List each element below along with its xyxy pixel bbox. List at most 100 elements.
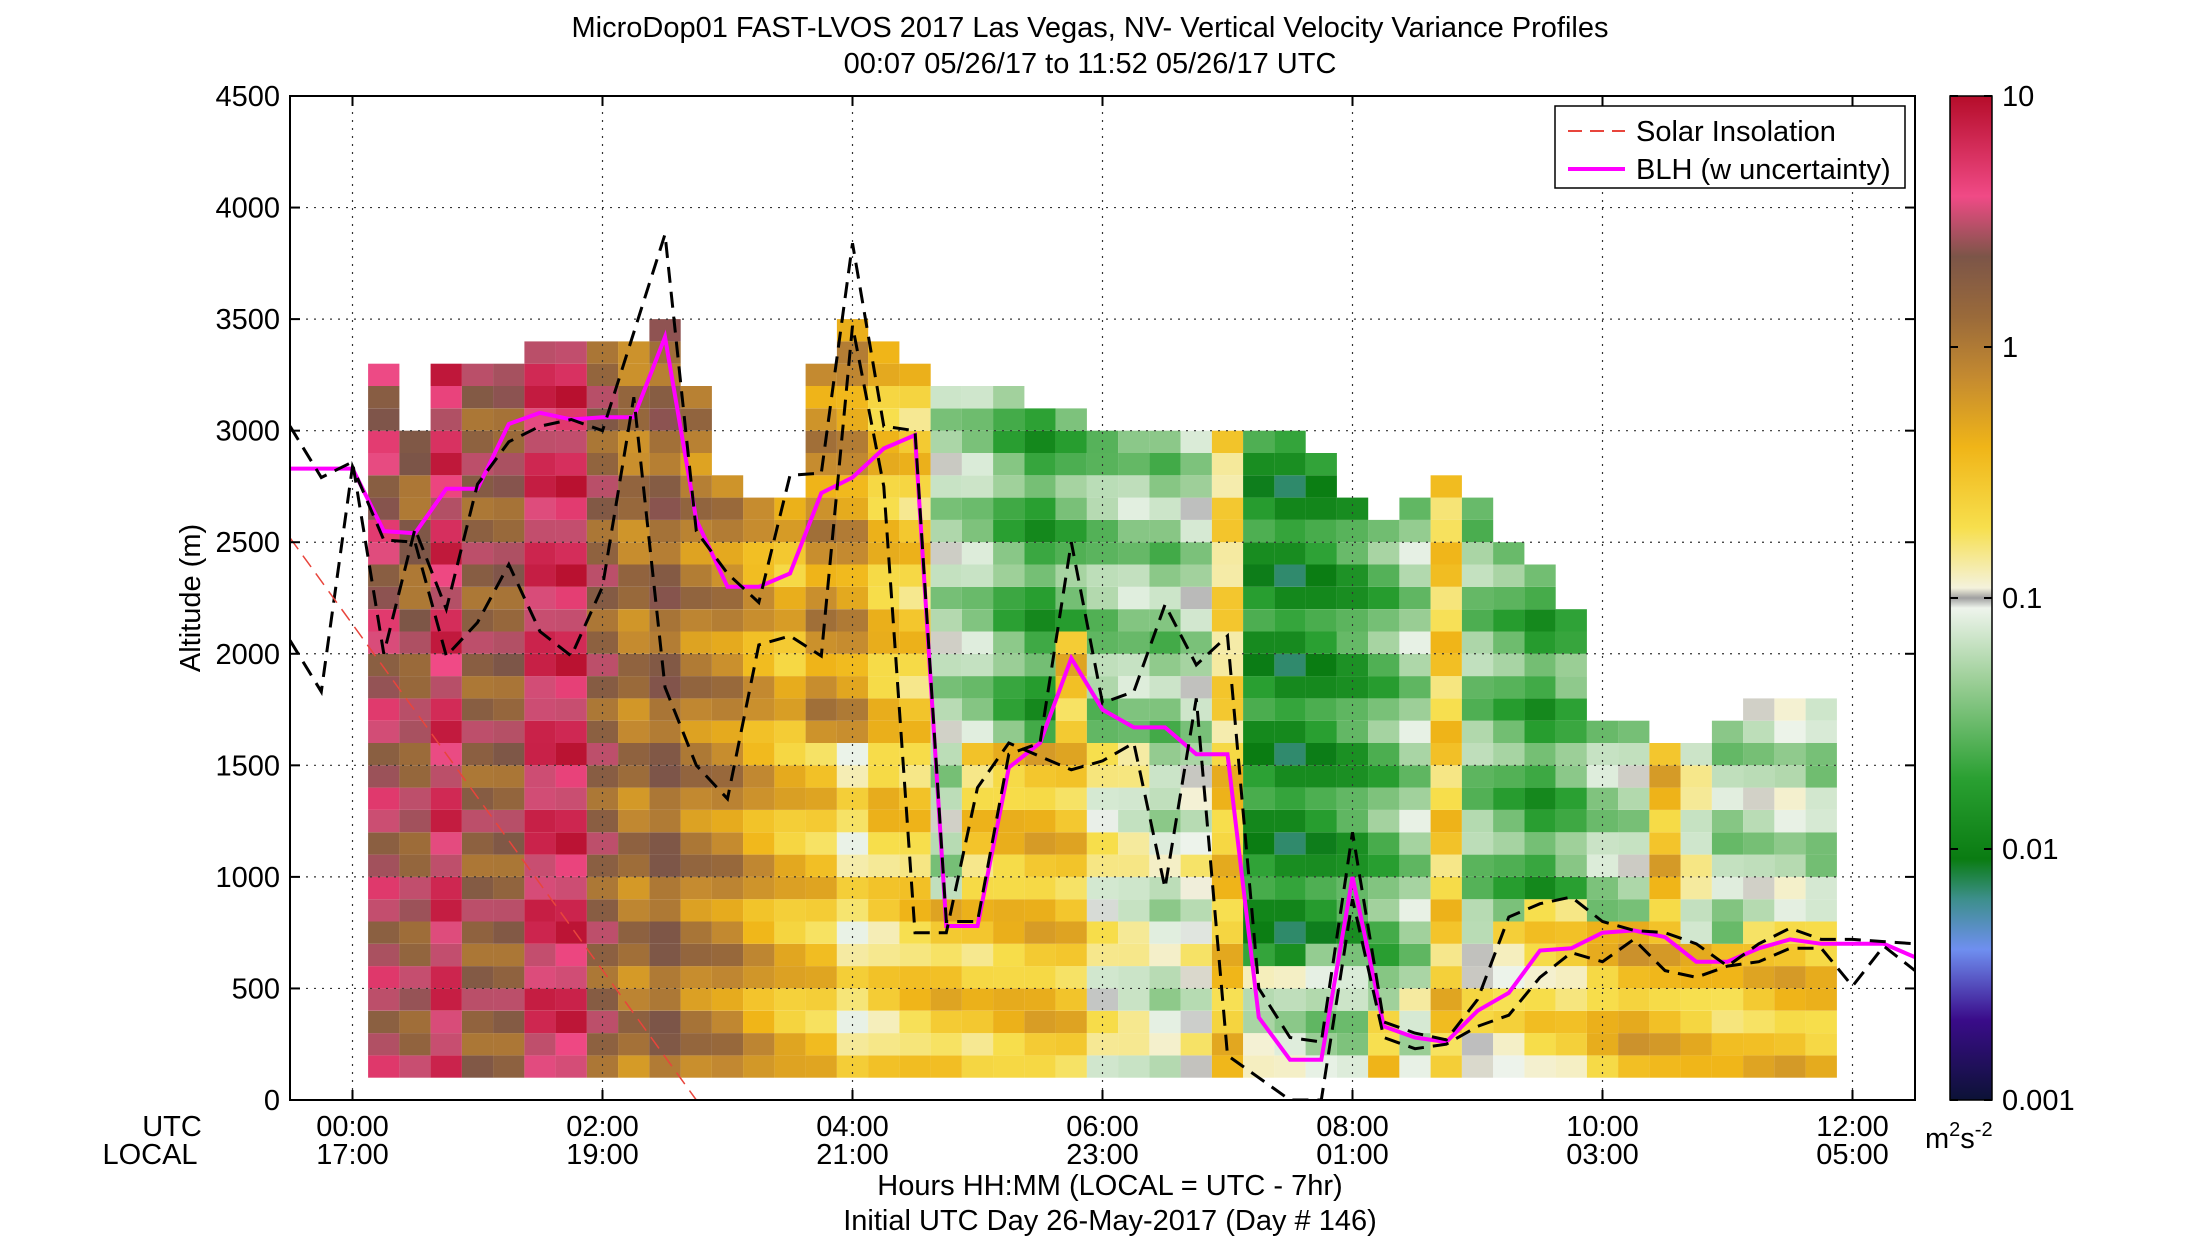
heatmap-cell: [868, 386, 900, 409]
heatmap-cell: [993, 720, 1025, 743]
heatmap-cell: [399, 475, 431, 498]
heatmap-cell: [1461, 966, 1494, 989]
heatmap-cell: [805, 899, 837, 922]
heatmap-cell: [1305, 876, 1337, 900]
heatmap-cell: [743, 943, 775, 967]
heatmap-cell: [930, 408, 962, 431]
heatmap-cell: [1211, 1010, 1244, 1034]
heatmap-cell: [930, 720, 962, 743]
heatmap-cell: [805, 1033, 837, 1056]
heatmap-cell: [1149, 720, 1181, 743]
heatmap-cell: [1211, 497, 1244, 520]
heatmap-cell: [930, 564, 962, 587]
heatmap-cell: [899, 676, 931, 699]
heatmap-cell: [1399, 943, 1431, 967]
heatmap-cell: [524, 876, 556, 900]
heatmap-cell: [774, 519, 806, 543]
heatmap-cell: [1180, 854, 1212, 877]
heatmap-cell: [1118, 698, 1150, 721]
x-tick-label-utc: 12:00: [1816, 1111, 1889, 1143]
heatmap-cell: [1493, 653, 1525, 677]
heatmap-cell: [743, 653, 775, 677]
heatmap-cell: [1680, 765, 1712, 788]
heatmap-cell: [899, 497, 931, 520]
heatmap-cell: [430, 653, 462, 677]
heatmap-cell: [899, 363, 931, 386]
heatmap-cell: [461, 698, 494, 721]
heatmap-cell: [524, 921, 556, 944]
heatmap-cell: [1180, 1033, 1212, 1056]
heatmap-cell: [993, 1055, 1025, 1078]
chart-title: MicroDop01 FAST-LVOS 2017 Las Vegas, NV-…: [572, 12, 1609, 44]
heatmap-cell: [961, 408, 994, 431]
heatmap-cell: [805, 1010, 837, 1034]
heatmap-cell: [1243, 1055, 1275, 1078]
heatmap-cell: [586, 609, 619, 632]
heatmap-cell: [430, 1010, 462, 1034]
heatmap-cell: [680, 408, 712, 431]
heatmap-cell: [1211, 564, 1244, 587]
heatmap-cell: [1055, 876, 1087, 900]
heatmap-cell: [836, 943, 869, 967]
heatmap-cell: [711, 832, 744, 855]
heatmap-cell: [1149, 653, 1181, 677]
heatmap-cell: [711, 1033, 744, 1056]
x-tick-label-utc: 10:00: [1566, 1111, 1639, 1143]
heatmap-cell: [1774, 720, 1806, 743]
heatmap-cell: [399, 854, 431, 877]
heatmap-cell: [586, 676, 619, 699]
heatmap-cell: [1461, 854, 1494, 877]
heatmap-cell: [524, 1010, 556, 1034]
x-tick-label-utc: 00:00: [316, 1111, 389, 1143]
heatmap-cell: [774, 676, 806, 699]
heatmap-cell: [774, 743, 806, 766]
heatmap-cell: [1743, 966, 1775, 989]
heatmap-cell: [993, 564, 1025, 587]
heatmap-cell: [368, 876, 400, 900]
heatmap-cell: [1118, 430, 1150, 453]
heatmap-cell: [1024, 653, 1056, 677]
heatmap-cell: [1180, 519, 1212, 543]
heatmap-cell: [430, 854, 462, 877]
heatmap-cell: [961, 787, 994, 810]
heatmap-cell: [1493, 609, 1525, 632]
heatmap-cell: [1118, 1055, 1150, 1078]
heatmap-cell: [1055, 832, 1087, 855]
heatmap-cell: [555, 386, 587, 409]
heatmap-cell: [993, 408, 1025, 431]
heatmap-cell: [1493, 720, 1525, 743]
heatmap-cell: [1211, 988, 1244, 1011]
heatmap-cell: [680, 586, 712, 610]
heatmap-cell: [461, 631, 494, 654]
heatmap-cell: [711, 988, 744, 1011]
heatmap-cell: [1118, 988, 1150, 1011]
heatmap-cell: [1274, 430, 1306, 453]
heatmap-cell: [1336, 497, 1369, 520]
heatmap-cell: [899, 386, 931, 409]
heatmap-cell: [868, 854, 900, 877]
heatmap-cell: [836, 609, 869, 632]
heatmap-cell: [680, 698, 712, 721]
heatmap-cell: [1305, 720, 1337, 743]
colorbar-tick-label: 1: [2002, 332, 2018, 364]
heatmap-cell: [1493, 743, 1525, 766]
heatmap-cell: [1024, 854, 1056, 877]
heatmap-cell: [774, 810, 806, 833]
heatmap-cell: [1086, 1010, 1119, 1034]
heatmap-cell: [1524, 743, 1556, 766]
heatmap-cell: [1524, 988, 1556, 1011]
heatmap-cell: [680, 876, 712, 900]
heatmap-cell: [961, 1055, 994, 1078]
heatmap-cell: [1586, 943, 1619, 967]
heatmap-cell: [711, 519, 744, 543]
heatmap-cell: [1368, 676, 1400, 699]
heatmap-cell: [524, 609, 556, 632]
heatmap-cell: [1586, 1033, 1619, 1056]
heatmap-cell: [586, 921, 619, 944]
heatmap-cell: [680, 542, 712, 565]
heatmap-cell: [649, 876, 681, 900]
heatmap-cell: [1211, 430, 1244, 453]
heatmap-cell: [368, 1055, 400, 1078]
heatmap-cell: [993, 854, 1025, 877]
heatmap-cell: [1555, 720, 1587, 743]
